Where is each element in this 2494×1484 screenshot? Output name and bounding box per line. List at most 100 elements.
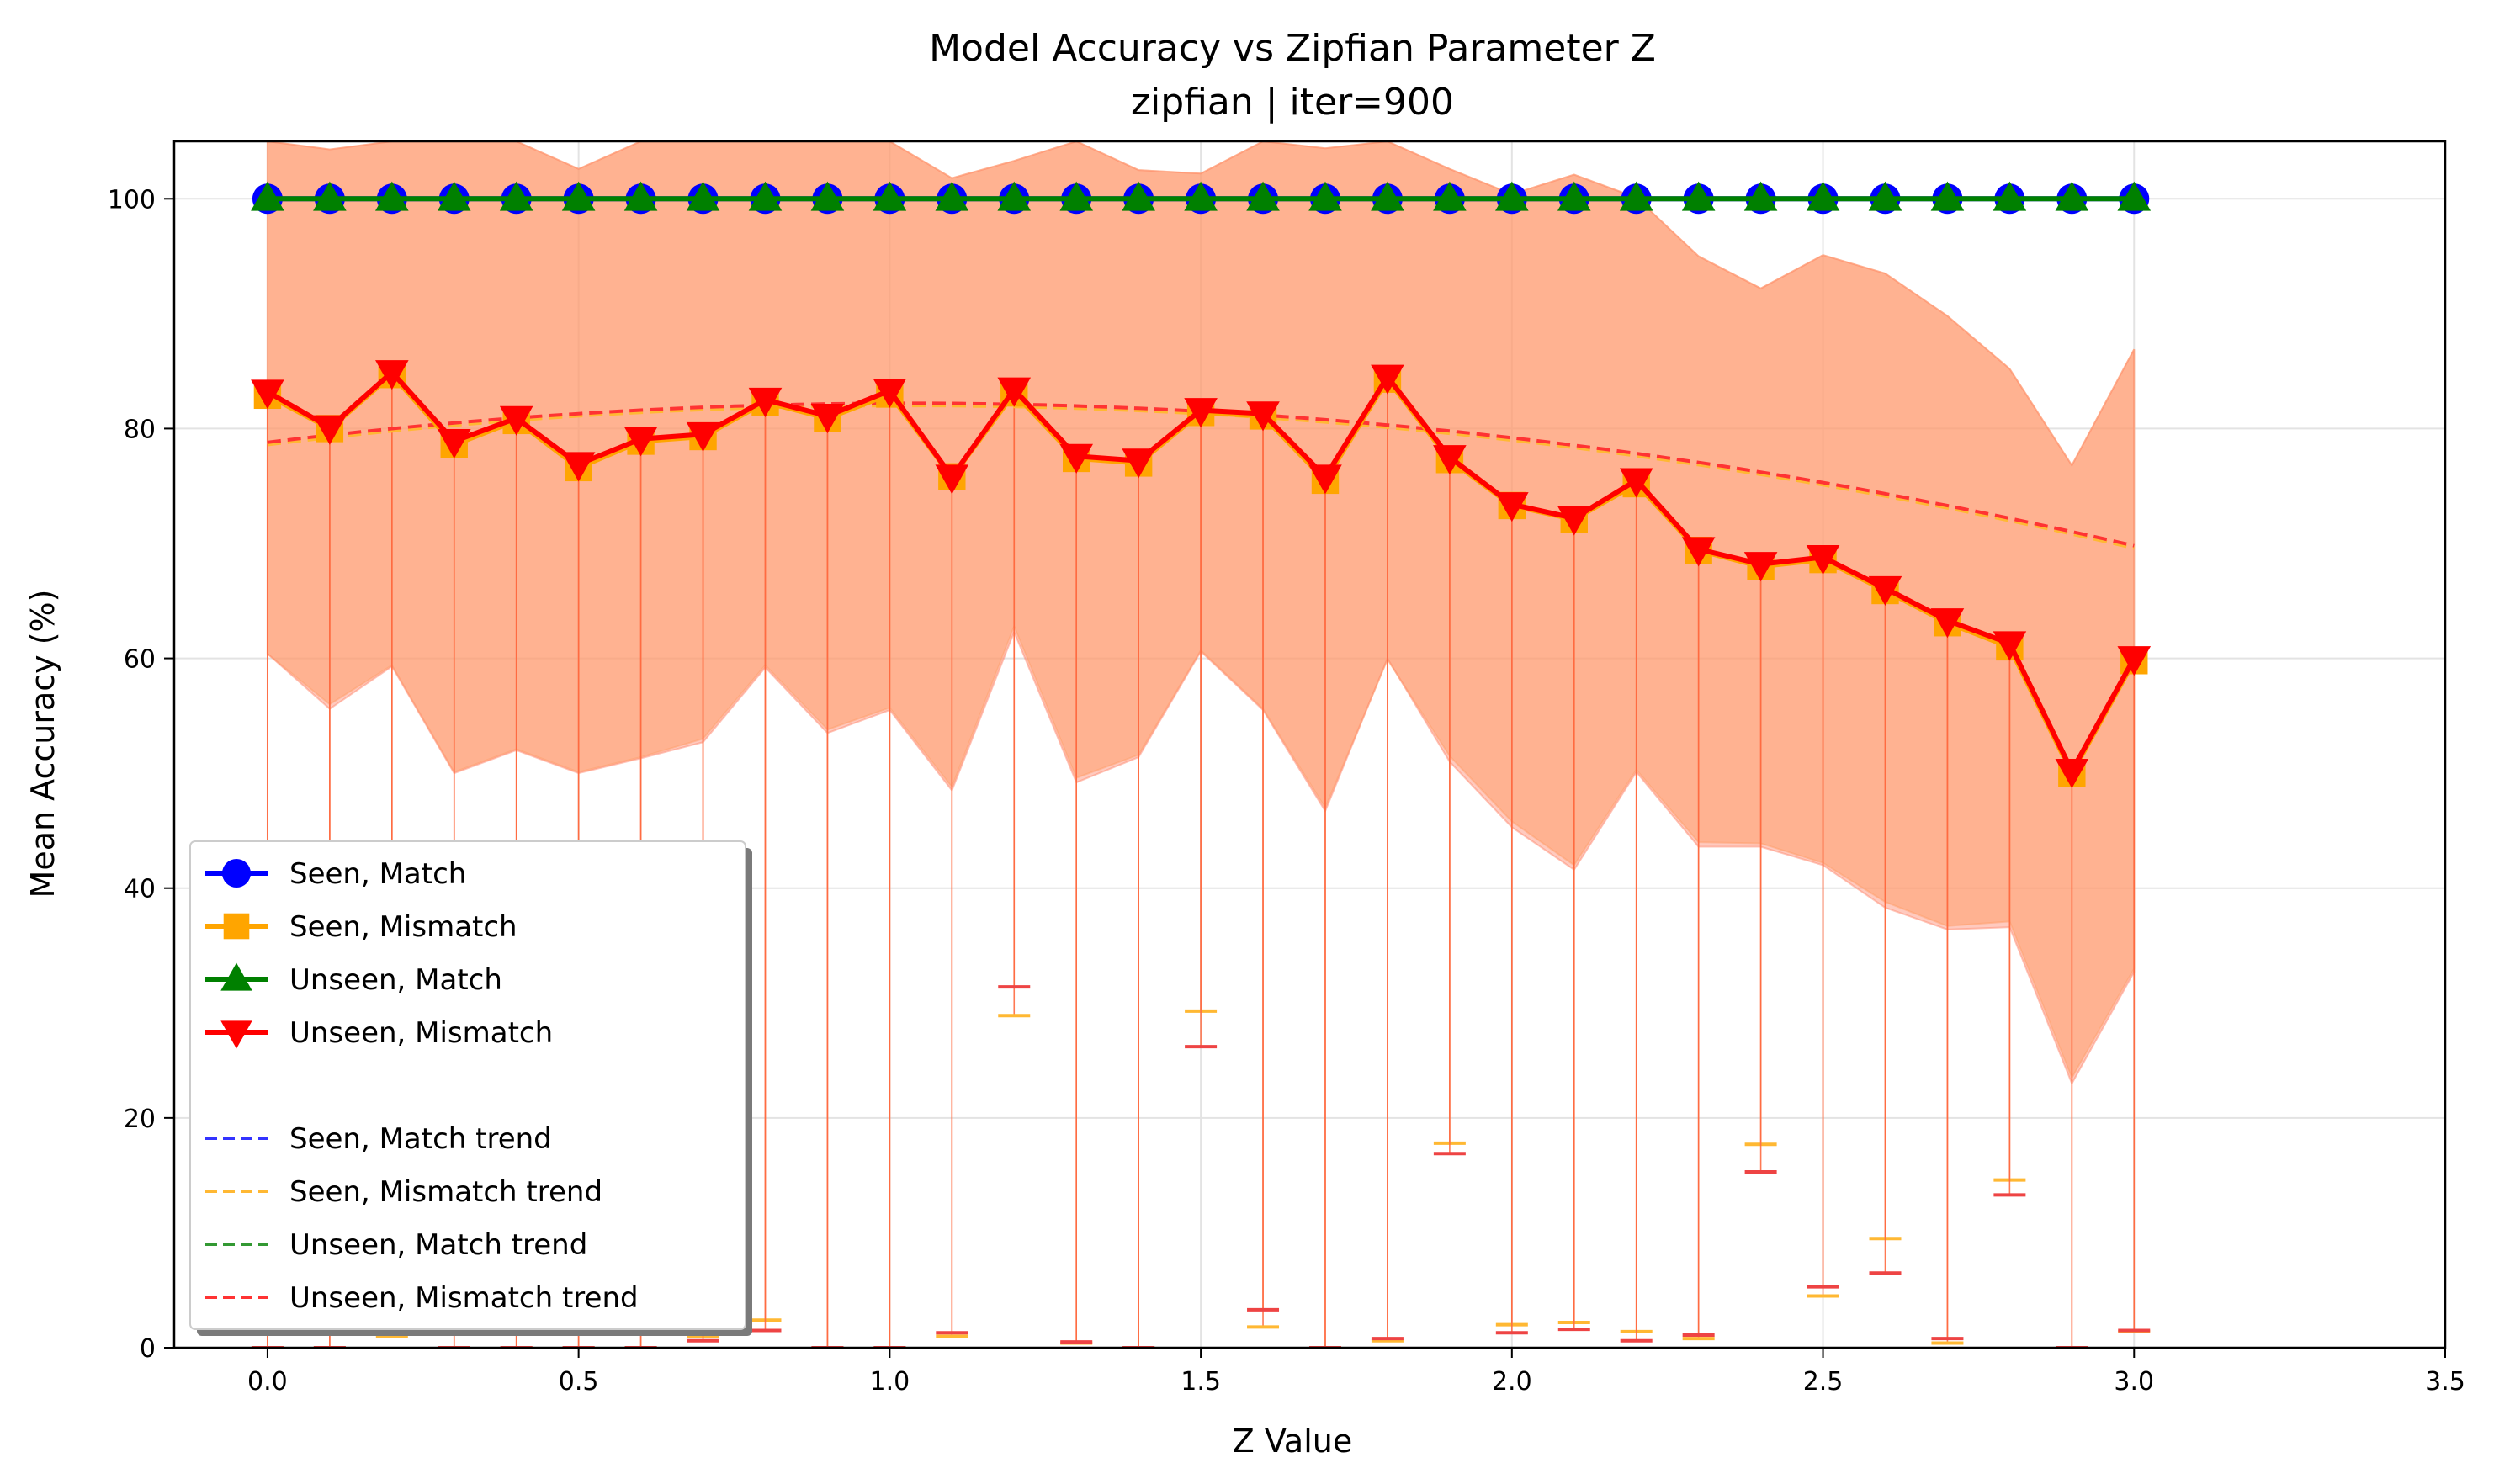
data-point — [2117, 646, 2152, 676]
legend-label: Seen, Mismatch — [289, 910, 517, 944]
legend-label: Unseen, Mismatch trend — [289, 1281, 639, 1315]
y-tick-label: 20 — [124, 1105, 156, 1134]
data-point — [1993, 181, 2027, 211]
data-point — [1122, 448, 1155, 479]
data-point — [1681, 537, 1716, 567]
data-point — [1557, 181, 1591, 211]
y-tick-label: 0 — [140, 1334, 156, 1364]
data-point — [1246, 181, 1280, 211]
plot-border — [172, 140, 2447, 1349]
data-point — [873, 378, 907, 409]
data-point — [686, 181, 720, 211]
legend-label: Seen, Mismatch trend — [289, 1175, 602, 1209]
data-point — [375, 360, 409, 390]
data-point — [1184, 181, 1218, 211]
legend-label: Unseen, Match trend — [289, 1228, 587, 1262]
data-point — [1433, 181, 1467, 211]
data-point — [1743, 552, 1778, 582]
data-point — [1371, 364, 1404, 395]
data-point — [935, 181, 969, 211]
data-point — [1059, 443, 1094, 474]
data-point — [748, 387, 783, 417]
legend: Seen, Match Seen, Mismatch Unseen, Match Un… — [189, 840, 752, 1336]
data-point — [375, 181, 409, 211]
data-point — [624, 427, 658, 457]
data-point — [2055, 181, 2089, 211]
y-tick-label: 100 — [108, 185, 156, 215]
legend-label: Unseen, Mismatch — [289, 1016, 553, 1050]
x-tick-label: 2.5 — [1803, 1367, 1844, 1397]
data-point — [810, 181, 845, 211]
data-point — [1059, 181, 1094, 211]
chart-subtitle: zipfian | iter=900 — [1131, 81, 1454, 124]
data-point — [2117, 181, 2152, 211]
data-point — [810, 404, 845, 434]
data-point — [1619, 181, 1653, 211]
data-point — [1681, 181, 1716, 211]
data-point — [499, 405, 533, 436]
x-tick-label: 2.0 — [1492, 1367, 1532, 1397]
data-point — [1433, 445, 1467, 475]
data-point — [437, 181, 471, 211]
data-point — [220, 1020, 252, 1049]
data-point — [220, 962, 252, 991]
y-axis-label: Mean Accuracy (%) — [24, 590, 61, 898]
data-point — [997, 377, 1032, 407]
data-point — [1868, 575, 1902, 606]
data-point — [1743, 181, 1778, 211]
data-point — [1371, 181, 1404, 211]
x-axis-label: Z Value — [1233, 1423, 1352, 1460]
data-point — [1993, 631, 2027, 661]
data-point — [437, 429, 471, 459]
x-tick-label: 1.5 — [1181, 1367, 1221, 1397]
data-point — [1122, 181, 1155, 211]
data-point — [873, 181, 907, 211]
data-point — [2055, 759, 2089, 789]
legend-label: Seen, Match — [289, 857, 466, 891]
data-point — [748, 181, 783, 211]
data-point — [223, 913, 250, 940]
data-point — [561, 452, 596, 482]
data-point — [624, 181, 658, 211]
data-point — [1184, 398, 1218, 428]
x-tick-label: 3.5 — [2425, 1367, 2465, 1397]
y-axis-ticks: 0 20 40 60 80 100 — [108, 185, 174, 1364]
y-tick-label: 80 — [124, 415, 156, 444]
data-point — [1246, 401, 1280, 432]
data-point — [222, 859, 251, 888]
x-tick-label: 1.0 — [870, 1367, 910, 1397]
data-point — [997, 181, 1032, 211]
x-tick-label: 3.0 — [2114, 1367, 2154, 1397]
plot-frame — [172, 140, 2447, 1349]
data-point — [1619, 468, 1653, 498]
y-tick-label: 60 — [124, 645, 156, 675]
legend-label: Seen, Match trend — [289, 1122, 552, 1156]
data-point — [1308, 181, 1342, 211]
series-lines — [251, 181, 2152, 789]
data-point — [1806, 544, 1840, 575]
data-point — [561, 181, 596, 211]
data-point — [251, 181, 284, 211]
legend-box — [189, 840, 746, 1330]
x-tick-label: 0.5 — [559, 1367, 599, 1397]
data-point — [251, 379, 284, 410]
chart-title: Model Accuracy vs Zipfian Parameter Z — [929, 27, 1656, 70]
data-point — [1308, 464, 1342, 495]
data-point — [313, 415, 347, 445]
data-point — [313, 181, 347, 211]
data-point — [1495, 492, 1529, 522]
data-point — [1806, 181, 1840, 211]
x-axis-ticks: 0.0 0.5 1.0 1.5 2.0 2.5 3.0 3.5 — [247, 1348, 2465, 1397]
legend-label: Unseen, Match — [289, 963, 502, 997]
data-point — [1868, 181, 1902, 211]
data-point — [1930, 181, 1965, 211]
y-tick-label: 40 — [124, 875, 156, 904]
data-point — [1930, 608, 1965, 639]
data-point — [1557, 506, 1591, 536]
data-point — [686, 421, 720, 452]
data-point — [499, 181, 533, 211]
data-point — [1495, 181, 1529, 211]
data-point — [935, 464, 969, 495]
x-tick-label: 0.0 — [247, 1367, 288, 1397]
